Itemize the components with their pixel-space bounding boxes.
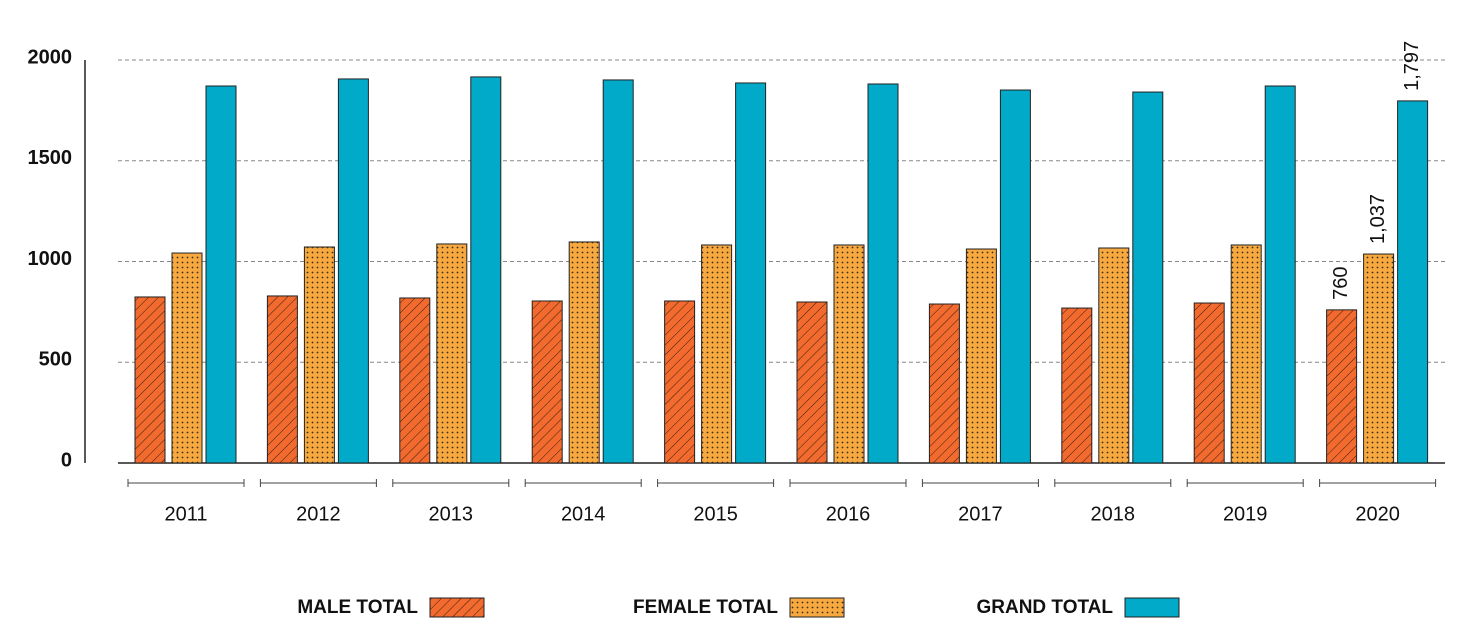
y-tick-label: 1500 bbox=[28, 147, 73, 169]
legend-swatch bbox=[429, 597, 485, 618]
bar bbox=[134, 296, 166, 464]
x-tick-label: 2012 bbox=[296, 503, 341, 525]
value-label: 1,797 bbox=[1401, 41, 1423, 91]
x-tick-label: 2019 bbox=[1223, 503, 1268, 525]
x-tick-label: 2013 bbox=[429, 503, 474, 525]
bar bbox=[735, 82, 767, 464]
bar bbox=[1363, 253, 1395, 464]
y-tick-label: 2000 bbox=[28, 46, 73, 68]
bar bbox=[1132, 91, 1164, 464]
bar bbox=[602, 79, 634, 464]
value-label: 760 bbox=[1330, 266, 1352, 299]
bar bbox=[796, 301, 828, 464]
x-tick-label: 2016 bbox=[826, 503, 871, 525]
bar bbox=[266, 295, 298, 464]
bar bbox=[928, 303, 960, 464]
y-tick-label: 500 bbox=[39, 349, 72, 371]
bar bbox=[1061, 307, 1093, 464]
bar bbox=[833, 244, 865, 464]
bar bbox=[171, 252, 203, 464]
value-label: 1,037 bbox=[1367, 194, 1389, 244]
bar bbox=[965, 248, 997, 464]
y-tick-label: 1000 bbox=[28, 248, 73, 270]
bar bbox=[664, 300, 696, 464]
bar bbox=[1264, 85, 1296, 464]
x-tick-label: 2014 bbox=[561, 503, 606, 525]
bar bbox=[1193, 302, 1225, 464]
bar bbox=[303, 246, 335, 464]
bar bbox=[999, 89, 1031, 464]
legend-label: GRAND TOTAL bbox=[976, 597, 1113, 618]
legend-label: MALE TOTAL bbox=[297, 597, 418, 618]
legend-swatch bbox=[1124, 597, 1180, 618]
legend-label: FEMALE TOTAL bbox=[633, 597, 778, 618]
bar bbox=[867, 83, 899, 464]
x-tick-label: 2018 bbox=[1091, 503, 1136, 525]
bar bbox=[205, 85, 237, 464]
legend-swatch bbox=[789, 597, 845, 618]
bar bbox=[1230, 244, 1262, 464]
y-tick-label: 0 bbox=[61, 449, 72, 471]
x-tick-label: 2017 bbox=[958, 503, 1003, 525]
bar bbox=[1098, 247, 1130, 464]
bar bbox=[436, 243, 468, 464]
x-tick-label: 2011 bbox=[164, 503, 207, 525]
bar bbox=[531, 300, 563, 464]
x-tick-label: 2020 bbox=[1355, 503, 1400, 525]
x-tick-label: 2015 bbox=[693, 503, 738, 525]
bar bbox=[337, 78, 369, 464]
bar bbox=[1397, 100, 1429, 464]
bar bbox=[399, 297, 431, 464]
bar bbox=[1326, 309, 1358, 464]
bar bbox=[568, 241, 600, 464]
bar bbox=[470, 76, 502, 464]
bar bbox=[701, 244, 733, 464]
